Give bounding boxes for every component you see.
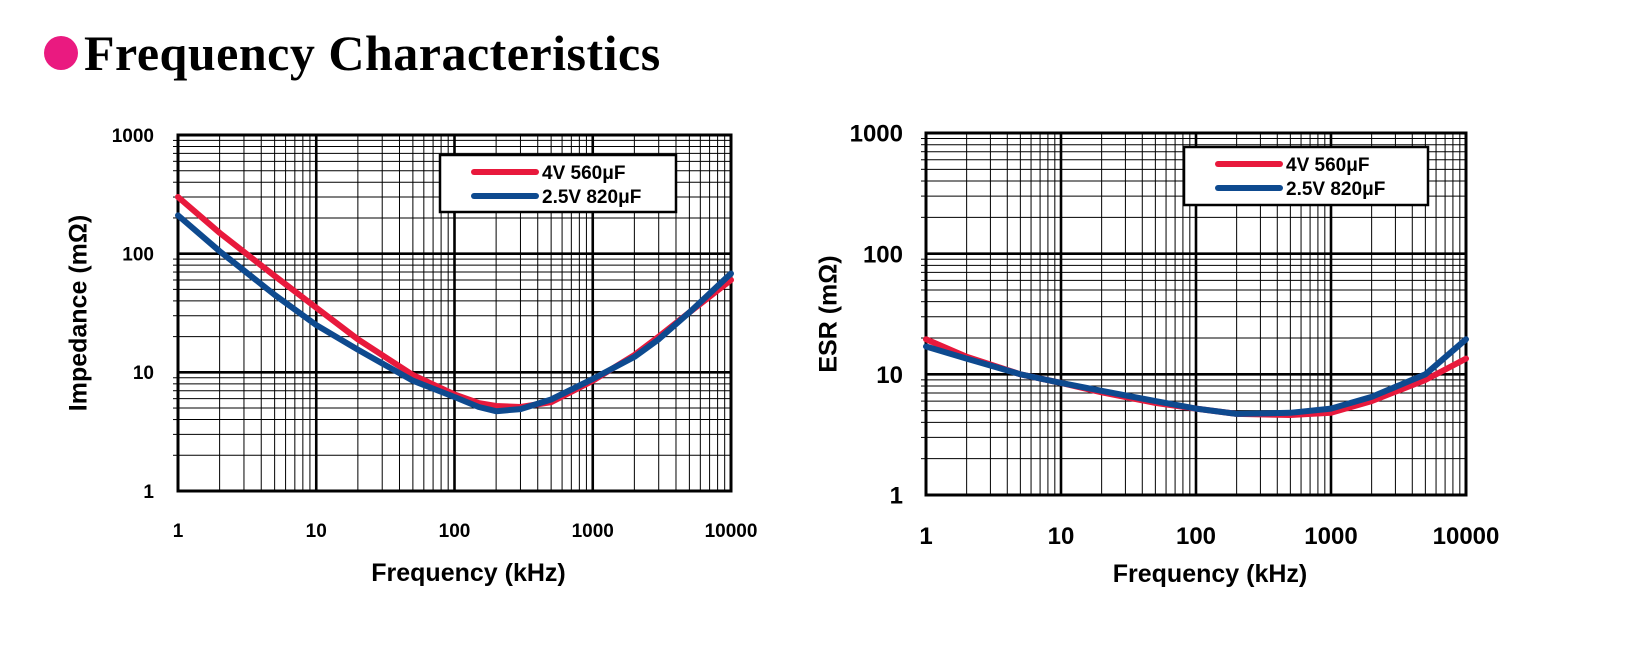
legend-box bbox=[438, 153, 678, 214]
x-tick-label: 10 bbox=[1048, 523, 1075, 550]
x-tick-label: 10000 bbox=[705, 521, 758, 542]
x-tick-label: 1 bbox=[173, 521, 184, 542]
impedance-chart: 1 10 100 1000 10000 1 10 100 1000 Frequency (kHz)… bbox=[65, 126, 758, 587]
x-tick-label: 100 bbox=[439, 521, 471, 542]
x-tick-label: 1000 bbox=[1304, 523, 1357, 550]
y-axis-label: ESR (mΩ) bbox=[815, 255, 843, 372]
y-tick-label: 1 bbox=[890, 483, 903, 510]
plot-frame bbox=[176, 133, 733, 493]
legend-label-0: 4V 560μF bbox=[542, 163, 625, 184]
legend-label-1: 2.5V 820μF bbox=[1286, 179, 1385, 200]
series-line-1 bbox=[923, 336, 1469, 417]
y-axis-label: Impedance (mΩ) bbox=[65, 215, 93, 411]
bullet-icon bbox=[44, 36, 78, 70]
plot-frame bbox=[924, 131, 1468, 497]
y-tick-label: 10 bbox=[876, 362, 903, 389]
y-tick-label: 1000 bbox=[112, 126, 154, 147]
x-tick-label: 10000 bbox=[1433, 523, 1500, 550]
series-line-1 bbox=[175, 212, 734, 415]
y-tick-label: 10 bbox=[133, 363, 154, 384]
x-tick-label: 1000 bbox=[572, 521, 614, 542]
y-tick-label: 1000 bbox=[850, 121, 903, 148]
legend-box bbox=[1182, 145, 1430, 207]
y-tick-label: 1 bbox=[143, 482, 154, 503]
x-axis-label: Frequency (kHz) bbox=[1113, 560, 1307, 588]
x-tick-label: 100 bbox=[1176, 523, 1216, 550]
page-title: Frequency Characteristics bbox=[84, 25, 661, 81]
x-tick-label: 1 bbox=[919, 523, 932, 550]
y-tick-label: 100 bbox=[863, 241, 903, 268]
x-tick-label: 10 bbox=[306, 521, 327, 542]
legend-label-0: 4V 560μF bbox=[1286, 155, 1369, 176]
y-tick-label: 100 bbox=[122, 245, 154, 266]
section-heading: Frequency Characteristics bbox=[44, 18, 661, 88]
x-axis-label: Frequency (kHz) bbox=[371, 559, 565, 587]
legend-label-1: 2.5V 820μF bbox=[542, 187, 641, 208]
